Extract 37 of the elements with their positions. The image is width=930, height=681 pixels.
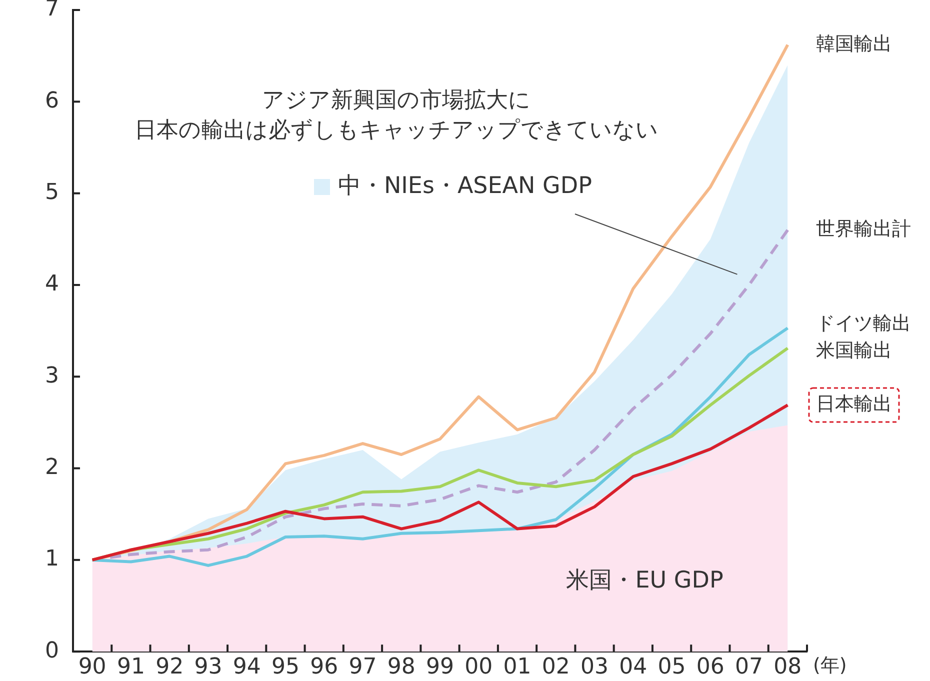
x-tick-label: 05 [658, 654, 686, 680]
x-tick-label: 96 [310, 654, 338, 680]
series-label: 日本輸出 [816, 392, 892, 415]
x-tick-label: 91 [116, 654, 145, 680]
y-tick-label: 4 [44, 272, 59, 297]
legend-label: 中・NIEs・ASEAN GDP [338, 173, 592, 200]
y-tick-label: 3 [44, 363, 59, 388]
x-tick-label: 92 [156, 654, 184, 680]
x-tick-label: 99 [426, 654, 454, 680]
x-tick-label: 01 [503, 654, 532, 680]
annotation: 日本の輸出は必ずしもキャッチアップできていない [134, 118, 659, 143]
annotation: アジア新興国の市場拡大に [262, 88, 532, 113]
x-tick-label: 97 [348, 654, 377, 680]
x-tick-label: 95 [271, 654, 300, 680]
x-tick-label: 98 [387, 654, 416, 680]
series-label: 米国輸出 [816, 340, 892, 362]
series-label: ドイツ輸出 [816, 312, 911, 335]
x-tick-label: 94 [232, 654, 261, 680]
x-tick-label: 03 [580, 654, 609, 680]
y-tick-label: 1 [44, 546, 59, 572]
y-tick-label: 7 [44, 0, 59, 22]
x-tick-label: 02 [542, 654, 570, 680]
x-axis-title: (年) [813, 654, 847, 677]
x-tick-label: 90 [78, 654, 106, 680]
x-tick-label: 06 [696, 654, 724, 680]
y-tick-label: 2 [44, 455, 59, 480]
series-label: 米国・EU GDP [566, 568, 724, 594]
series-label: 世界輸出計 [816, 218, 911, 240]
y-tick-label: 6 [44, 88, 59, 114]
y-tick-label: 5 [44, 180, 59, 206]
y-tick-label: 0 [44, 638, 59, 664]
x-tick-label: 07 [735, 654, 764, 680]
x-tick-label: 00 [464, 654, 493, 680]
x-tick-label: 93 [194, 654, 222, 680]
x-tick-label: 04 [619, 654, 648, 680]
x-tick-label: 08 [774, 654, 802, 680]
series-label: 韓国輸出 [816, 32, 892, 55]
